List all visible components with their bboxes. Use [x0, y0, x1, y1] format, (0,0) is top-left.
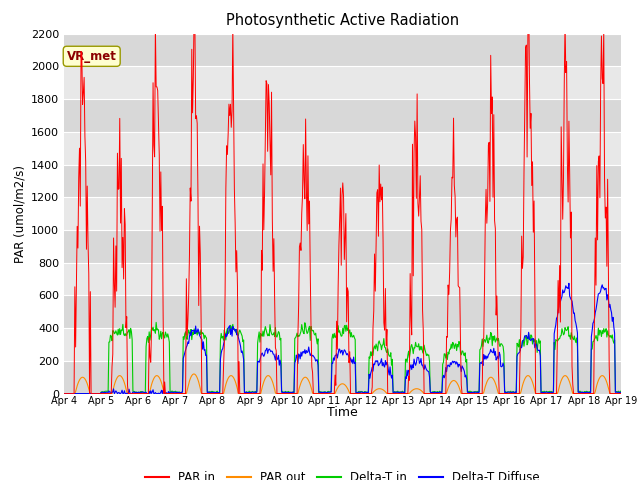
- PAR out: [127, 391, 135, 396]
- PAR in: [127, 391, 135, 396]
- PAR out: [190, 371, 198, 377]
- Delta-T Diffuse: [565, 280, 573, 286]
- Bar: [64, 361, 621, 394]
- Bar: [64, 197, 621, 230]
- Bar: [64, 34, 621, 66]
- Delta-T Diffuse: [70, 391, 78, 396]
- Delta-T Diffuse: [60, 391, 68, 396]
- Delta-T in: [185, 327, 193, 333]
- PAR in: [617, 391, 625, 396]
- Delta-T Diffuse: [426, 389, 434, 395]
- Delta-T in: [428, 390, 435, 396]
- Bar: [64, 263, 621, 295]
- PAR in: [60, 391, 68, 396]
- Bar: [64, 66, 621, 99]
- PAR out: [184, 384, 192, 390]
- Legend: PAR in, PAR out, Delta-T in, Delta-T Diffuse: PAR in, PAR out, Delta-T in, Delta-T Dif…: [140, 466, 545, 480]
- Bar: [64, 230, 621, 263]
- Delta-T in: [70, 391, 78, 396]
- Delta-T Diffuse: [127, 391, 135, 396]
- Bar: [64, 328, 621, 361]
- Delta-T Diffuse: [410, 356, 418, 362]
- Text: VR_met: VR_met: [67, 50, 116, 63]
- PAR out: [60, 391, 68, 396]
- Line: Delta-T in: Delta-T in: [64, 323, 621, 394]
- PAR out: [428, 391, 435, 396]
- PAR out: [70, 391, 78, 396]
- Title: Photosynthetic Active Radiation: Photosynthetic Active Radiation: [226, 13, 459, 28]
- Bar: [64, 99, 621, 132]
- PAR in: [426, 391, 434, 396]
- Bar: [64, 132, 621, 165]
- Delta-T Diffuse: [184, 339, 192, 345]
- PAR out: [214, 391, 222, 396]
- Y-axis label: PAR (umol/m2/s): PAR (umol/m2/s): [13, 165, 27, 263]
- Bar: [64, 295, 621, 328]
- Delta-T in: [60, 391, 68, 396]
- Bar: [64, 165, 621, 197]
- Line: Delta-T Diffuse: Delta-T Diffuse: [64, 283, 621, 394]
- Line: PAR out: PAR out: [64, 374, 621, 394]
- PAR in: [184, 317, 192, 323]
- Line: PAR in: PAR in: [64, 0, 621, 394]
- PAR out: [617, 391, 625, 396]
- X-axis label: Time: Time: [327, 407, 358, 420]
- Delta-T in: [411, 345, 419, 351]
- Delta-T in: [214, 390, 222, 396]
- PAR in: [214, 391, 221, 396]
- Delta-T in: [127, 329, 135, 335]
- Delta-T in: [617, 388, 625, 394]
- Delta-T Diffuse: [617, 390, 625, 396]
- Delta-T Diffuse: [214, 390, 221, 396]
- Delta-T in: [152, 320, 160, 325]
- PAR in: [70, 391, 78, 396]
- PAR out: [411, 386, 419, 392]
- PAR in: [410, 150, 418, 156]
